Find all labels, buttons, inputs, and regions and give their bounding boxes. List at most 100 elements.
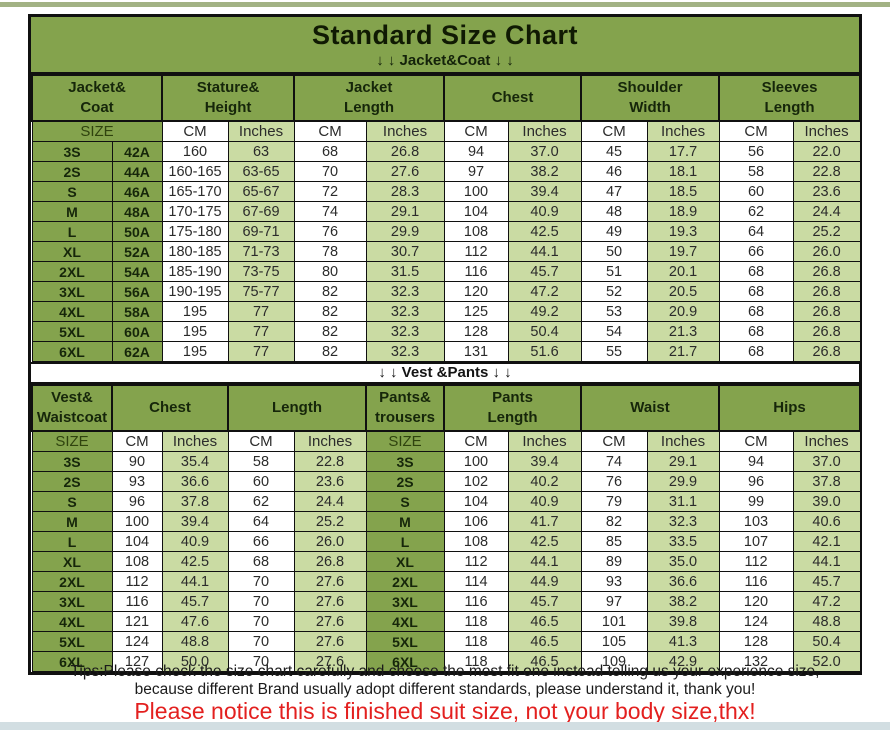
size-cell: M	[31, 201, 113, 222]
value-cell: 40.9	[161, 531, 229, 552]
value-cell: 26.8	[792, 341, 861, 362]
value-cell: 70	[227, 611, 295, 632]
value-cell: 26.0	[293, 531, 367, 552]
value-cell: 49.2	[507, 301, 582, 322]
value-cell: 76	[293, 221, 367, 242]
jacket-coat-size-table: Jacket& Coat Stature& Height Jacket Length…	[30, 74, 862, 362]
column-header: CM	[443, 120, 509, 142]
column-header: CM	[293, 120, 367, 142]
value-cell: 120	[718, 591, 794, 612]
value-cell: 68	[718, 341, 794, 362]
value-cell: 50	[580, 241, 648, 262]
value-cell: 42.1	[792, 531, 861, 552]
value-cell: 63	[227, 141, 295, 162]
size-cell: M	[31, 511, 113, 532]
table-row: 3XL 116 45.7 70 27.6 3XL 116 45.7 97 38.2 120 47.2	[31, 591, 861, 612]
column-header: Inches	[227, 120, 295, 142]
value-cell: 20.5	[646, 281, 720, 302]
size-cell: 50A	[111, 221, 163, 242]
value-cell: 45.7	[792, 571, 861, 592]
value-cell: 195	[161, 341, 229, 362]
table-row: XL 52A 180-185 71-73 78 30.7 112 44.1 50 19.7 66 26…	[31, 241, 861, 262]
group-header: Jacket& Coat	[30, 74, 164, 122]
value-cell: 32.3	[365, 341, 445, 362]
value-cell: 79	[580, 491, 648, 512]
value-cell: 104	[443, 201, 509, 222]
value-cell: 118	[443, 631, 509, 652]
value-cell: 70	[227, 631, 295, 652]
value-cell: 32.3	[365, 301, 445, 322]
column-header: Inches	[161, 430, 229, 452]
value-cell: 42.5	[507, 531, 582, 552]
value-cell: 18.9	[646, 201, 720, 222]
size-cell: XL	[365, 551, 445, 572]
value-cell: 27.6	[293, 571, 367, 592]
value-cell: 38.2	[507, 161, 582, 182]
value-cell: 40.9	[507, 491, 582, 512]
value-cell: 68	[293, 141, 367, 162]
value-cell: 31.1	[646, 491, 720, 512]
value-cell: 21.3	[646, 321, 720, 342]
table-row: 6XL 62A 195 77 82 32.3 131 51.6 55 21.7 68 26.8	[31, 341, 861, 362]
column-header: Inches	[646, 430, 720, 452]
finished-size-notice: Please notice this is finished suit size…	[134, 698, 756, 724]
value-cell: 64	[227, 511, 295, 532]
value-cell: 73-75	[227, 261, 295, 282]
value-cell: 29.9	[365, 221, 445, 242]
value-cell: 33.5	[646, 531, 720, 552]
value-cell: 26.8	[792, 301, 861, 322]
value-cell: 58	[718, 161, 794, 182]
value-cell: 103	[718, 511, 794, 532]
value-cell: 26.0	[792, 241, 861, 262]
size-cell: 46A	[111, 181, 163, 202]
vest-section-label: ↓ ↓ Vest &Pants ↓ ↓	[31, 362, 859, 384]
value-cell: 77	[227, 301, 295, 322]
value-cell: 23.6	[293, 471, 367, 492]
value-cell: 70	[293, 161, 367, 182]
value-cell: 185-190	[161, 261, 229, 282]
value-cell: 23.6	[792, 181, 861, 202]
tips-text: Tips:Please check the size chart careful…	[0, 663, 890, 699]
value-cell: 68	[718, 281, 794, 302]
size-cell: 60A	[111, 321, 163, 342]
value-cell: 32.3	[646, 511, 720, 532]
size-cell: 54A	[111, 261, 163, 282]
value-cell: 70	[227, 571, 295, 592]
value-cell: 44.9	[507, 571, 582, 592]
size-cell: 5XL	[365, 631, 445, 652]
value-cell: 82	[580, 511, 648, 532]
group-header: Waist	[579, 384, 721, 432]
value-cell: 50.0	[161, 651, 229, 672]
value-cell: 63-65	[227, 161, 295, 182]
value-cell: 58	[227, 451, 295, 472]
table-row: 3S 42A 160 63 68 26.8 94 37.0 45 17.7 56 22.0	[31, 141, 861, 162]
value-cell: 70	[227, 591, 295, 612]
value-cell: 175-180	[161, 221, 229, 242]
table-row: 2S 44A 160-165 63-65 70 27.6 97 38.2 46 18.1 58 22.…	[31, 161, 861, 182]
value-cell: 39.8	[646, 611, 720, 632]
column-header: CM	[227, 430, 295, 452]
value-cell: 74	[580, 451, 648, 472]
group-header: Sleeves Length	[718, 74, 862, 122]
value-cell: 112	[111, 571, 163, 592]
value-cell: 42.9	[646, 651, 720, 672]
value-cell: 62	[718, 201, 794, 222]
value-cell: 190-195	[161, 281, 229, 302]
value-cell: 55	[580, 341, 648, 362]
value-cell: 38.2	[646, 591, 720, 612]
value-cell: 78	[293, 241, 367, 262]
value-cell: 53	[580, 301, 648, 322]
value-cell: 35.0	[646, 551, 720, 572]
group-header-row: Jacket& Coat Stature& Height Jacket Length…	[30, 74, 862, 122]
value-cell: 64	[718, 221, 794, 242]
value-cell: 71-73	[227, 241, 295, 262]
group-header-row: Vest& Waistcoat Chest Length Pants& trouser…	[31, 384, 862, 432]
value-cell: 97	[443, 161, 509, 182]
table-row: 2XL 54A 185-190 73-75 80 31.5 116 45.7 51 20.1 68 2…	[31, 261, 861, 282]
size-cell: 56A	[111, 281, 163, 302]
size-cell: S	[31, 491, 113, 512]
value-cell: 32.3	[365, 321, 445, 342]
size-cell: 62A	[111, 341, 163, 362]
value-cell: 39.4	[507, 181, 582, 202]
value-cell: 42.5	[161, 551, 229, 572]
